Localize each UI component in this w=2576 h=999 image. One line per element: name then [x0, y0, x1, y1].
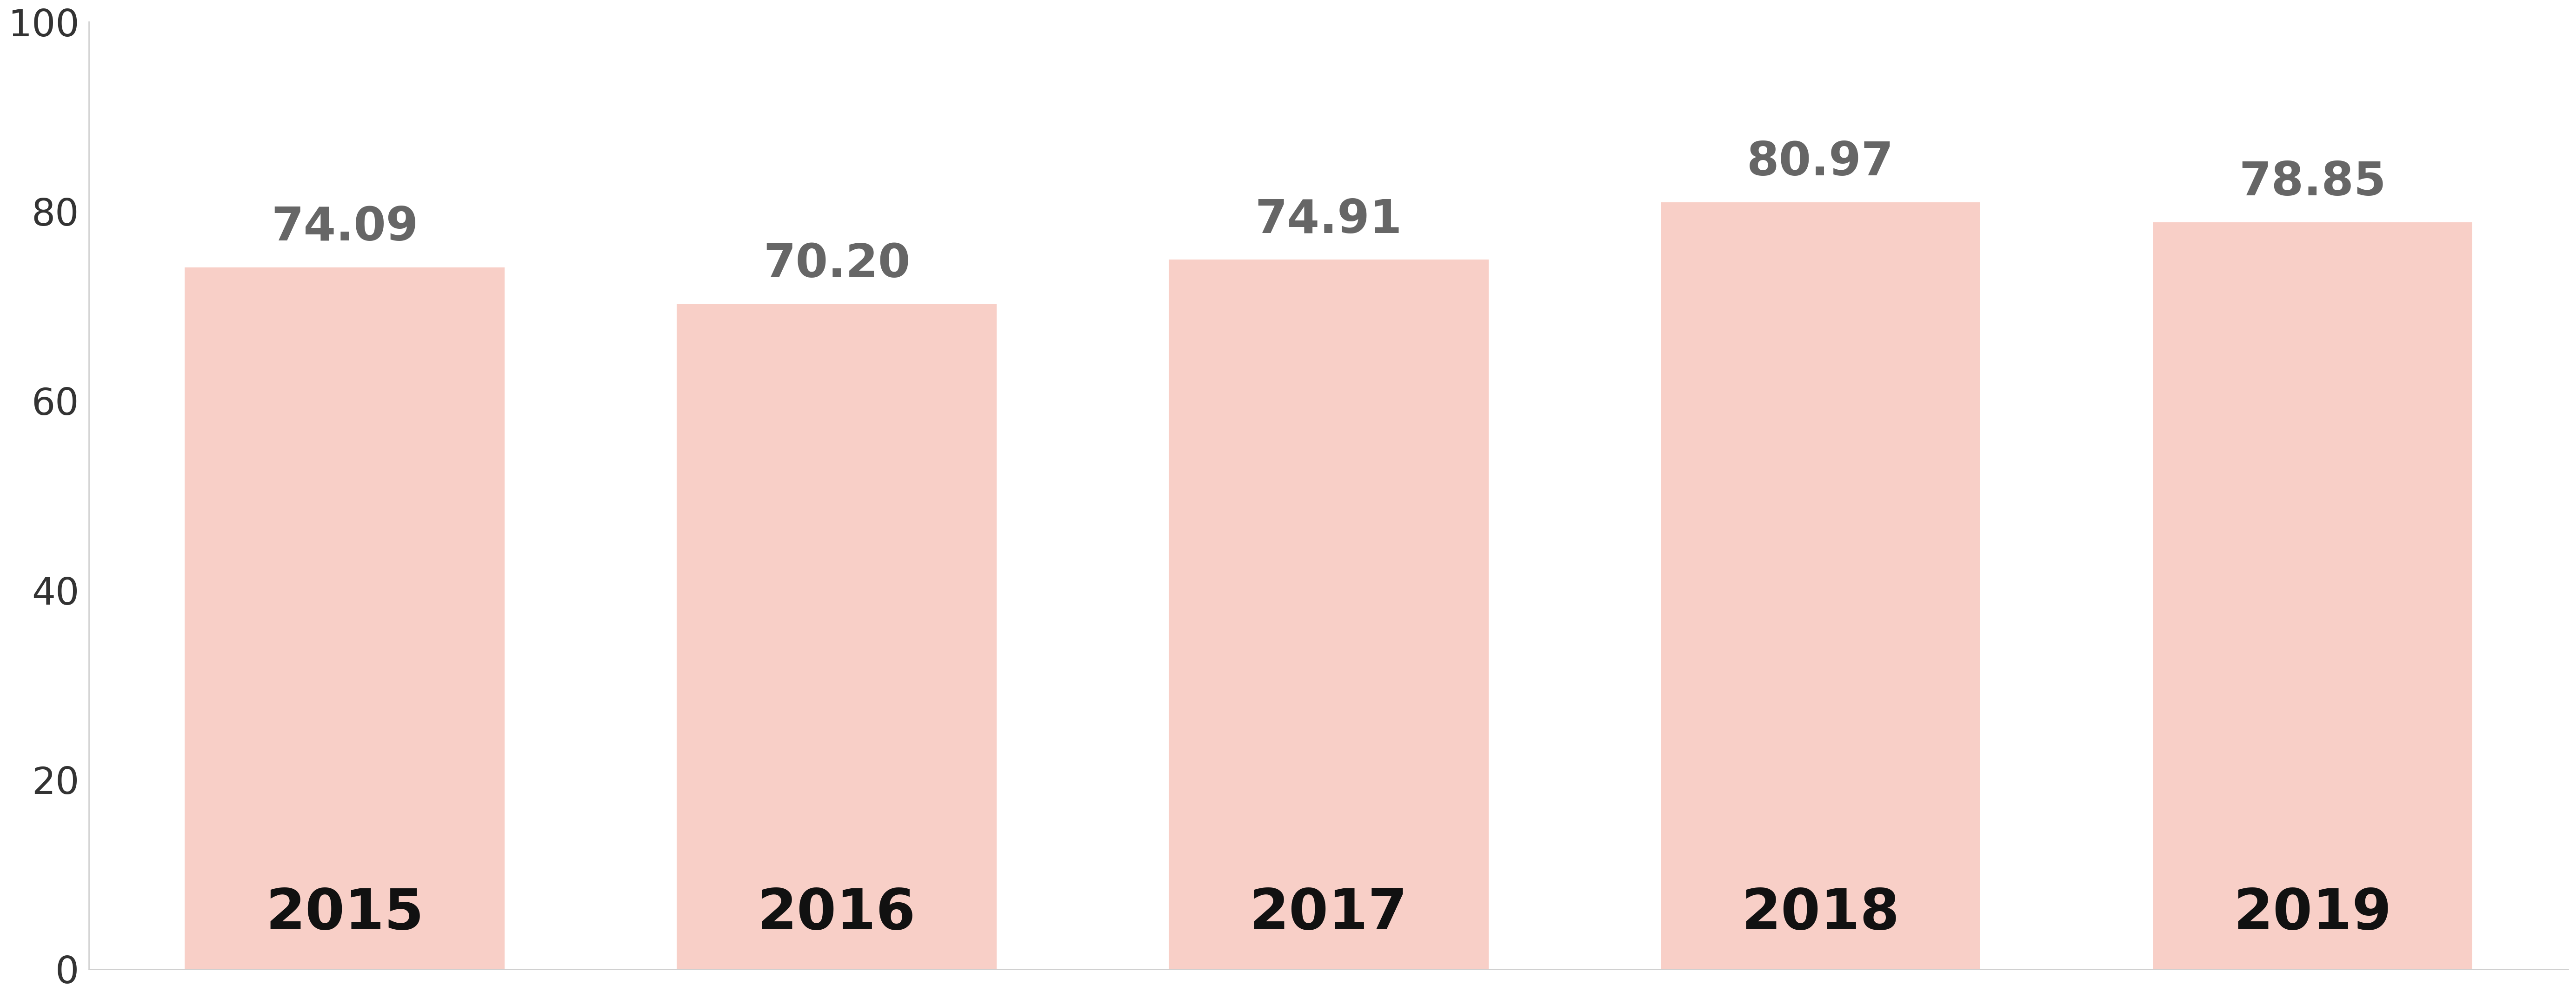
Text: 2017: 2017: [1249, 886, 1406, 941]
Text: 2015: 2015: [265, 886, 425, 941]
Text: 74.91: 74.91: [1255, 198, 1401, 243]
Text: 2016: 2016: [757, 886, 917, 941]
Text: 78.85: 78.85: [2239, 160, 2385, 205]
Bar: [2154, 222, 2473, 969]
Bar: [677, 305, 997, 969]
Bar: [1170, 260, 1489, 969]
Bar: [185, 268, 505, 969]
Text: 70.20: 70.20: [762, 242, 909, 287]
Text: 80.97: 80.97: [1747, 140, 1893, 185]
Text: 74.09: 74.09: [270, 205, 417, 251]
Text: 2019: 2019: [2233, 886, 2391, 941]
Bar: [1662, 202, 1981, 969]
Text: 2018: 2018: [1741, 886, 1899, 941]
